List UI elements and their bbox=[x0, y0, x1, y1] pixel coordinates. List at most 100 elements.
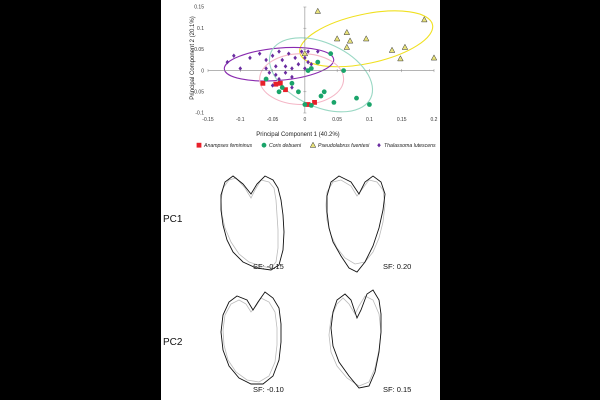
data-point bbox=[303, 55, 307, 61]
x-tick-label: 0.15 bbox=[397, 117, 407, 123]
x-axis-label: Principal Component 1 (40.2%) bbox=[256, 132, 339, 138]
data-point bbox=[306, 59, 310, 65]
x-tick-label: 0.1 bbox=[366, 117, 373, 123]
data-point bbox=[343, 28, 351, 35]
row-label-pc2: PC2 bbox=[163, 337, 183, 348]
data-point bbox=[309, 62, 314, 67]
ellipse-0 bbox=[299, 10, 434, 68]
data-point bbox=[430, 54, 438, 61]
x-tick-label: -0.1 bbox=[236, 117, 245, 123]
data-point bbox=[341, 68, 346, 73]
figure-panel: -0.15 -0.1 -0.05 0 0.05 0.1 0.15 0.2 -0.1 -0.05 0 0… bbox=[161, 0, 440, 400]
data-point bbox=[318, 93, 324, 99]
data-point bbox=[283, 70, 288, 75]
y-tick-label: 0.05 bbox=[194, 47, 204, 53]
data-point bbox=[296, 89, 301, 95]
data-point bbox=[315, 49, 320, 54]
legend: Anampses femininus Coris debueni Pseudolab… bbox=[196, 141, 436, 149]
ellipse-1 bbox=[223, 46, 335, 82]
x-tick-label: 0 bbox=[303, 117, 306, 123]
legend-label: Anampses femininus bbox=[203, 143, 253, 149]
data-point bbox=[397, 55, 404, 62]
data-point bbox=[302, 102, 308, 107]
legend-marker bbox=[196, 142, 202, 148]
shape-pc2-negative bbox=[220, 291, 282, 385]
data-point bbox=[315, 59, 321, 65]
data-point bbox=[362, 35, 370, 42]
data-point bbox=[277, 80, 283, 86]
data-point bbox=[264, 66, 268, 71]
data-point bbox=[354, 95, 359, 101]
x-tick-label: 0.05 bbox=[332, 117, 342, 123]
shape-pc1-positive bbox=[325, 175, 386, 273]
data-point bbox=[289, 80, 295, 86]
data-point bbox=[279, 85, 285, 90]
y-tick-label: 0.15 bbox=[194, 5, 204, 11]
data-point bbox=[280, 57, 285, 63]
axes: -0.15 -0.1 -0.05 0 0.05 0.1 0.15 0.2-0.1-0.0500… bbox=[193, 5, 438, 123]
data-point bbox=[283, 87, 288, 93]
data-point bbox=[248, 55, 252, 61]
y-tick-label: 0 bbox=[201, 68, 204, 74]
data-point bbox=[321, 89, 327, 95]
data-point bbox=[225, 59, 230, 65]
data-point bbox=[263, 76, 269, 82]
data-point bbox=[308, 66, 314, 71]
sf-label-pc1-neg: SF: -0.15 bbox=[253, 262, 284, 271]
data-point bbox=[305, 102, 311, 107]
data-point bbox=[333, 35, 341, 42]
data-point bbox=[238, 66, 243, 71]
data-point bbox=[293, 55, 297, 61]
scatter-plot: -0.15 -0.1 -0.05 0 0.05 0.1 0.15 0.2-0.1-0.0500… bbox=[193, 5, 438, 123]
data-point bbox=[290, 74, 294, 80]
data-point bbox=[331, 100, 337, 105]
data-point bbox=[290, 85, 294, 90]
shape-pc1-negative bbox=[220, 175, 285, 271]
data-point bbox=[421, 16, 428, 23]
legend-marker bbox=[377, 143, 381, 148]
data-point bbox=[290, 66, 294, 71]
sf-label-pc2-neg: SF: -0.10 bbox=[253, 385, 284, 394]
data-point bbox=[257, 51, 262, 56]
sf-label-pc1-pos: SF: 0.20 bbox=[383, 262, 411, 271]
data-point bbox=[264, 57, 268, 63]
data-point bbox=[346, 37, 354, 44]
figure-svg: -0.15 -0.1 -0.05 0 0.05 0.1 0.15 0.2-0.1-0.0500… bbox=[163, 5, 438, 394]
data-point bbox=[270, 53, 275, 58]
data-point bbox=[260, 80, 266, 86]
data-point bbox=[367, 102, 372, 107]
legend-label: Pseudolabrus fuentesi bbox=[318, 143, 370, 149]
data-point bbox=[276, 89, 282, 95]
x-tick-label: 0.2 bbox=[431, 117, 438, 123]
legend-label: Coris debueni bbox=[269, 143, 302, 149]
data-point bbox=[401, 43, 409, 50]
data-point bbox=[343, 43, 351, 50]
data-point bbox=[286, 51, 291, 56]
y-tick-label: 0.1 bbox=[197, 26, 204, 32]
data-point bbox=[283, 64, 288, 69]
row-label-pc1: PC1 bbox=[163, 214, 183, 225]
data-point bbox=[299, 49, 304, 54]
data-point bbox=[296, 62, 301, 67]
data-point bbox=[273, 81, 279, 87]
legend-label: Thalassoma lutescens bbox=[384, 143, 436, 149]
y-tick-label: -0.1 bbox=[195, 111, 204, 117]
y-tick-label: -0.05 bbox=[193, 90, 205, 96]
data-point bbox=[303, 66, 307, 71]
data-point bbox=[314, 7, 321, 14]
data-point bbox=[267, 70, 272, 75]
data-point bbox=[306, 49, 310, 54]
data-point bbox=[328, 51, 334, 57]
data-point bbox=[312, 100, 317, 105]
y-axis-label: Principal Component 2 (20.1%) bbox=[190, 16, 196, 99]
sf-label-pc2-pos: SF: 0.15 bbox=[383, 385, 411, 394]
data-point bbox=[308, 102, 314, 108]
x-tick-label: -0.05 bbox=[267, 117, 279, 123]
legend-marker bbox=[261, 142, 267, 148]
x-tick-label: -0.15 bbox=[202, 117, 214, 123]
data-point bbox=[232, 53, 236, 58]
confidence-ellipses bbox=[223, 10, 434, 113]
legend-marker bbox=[309, 141, 317, 148]
data-point bbox=[274, 64, 278, 69]
shape-pc2-positive bbox=[328, 289, 382, 389]
